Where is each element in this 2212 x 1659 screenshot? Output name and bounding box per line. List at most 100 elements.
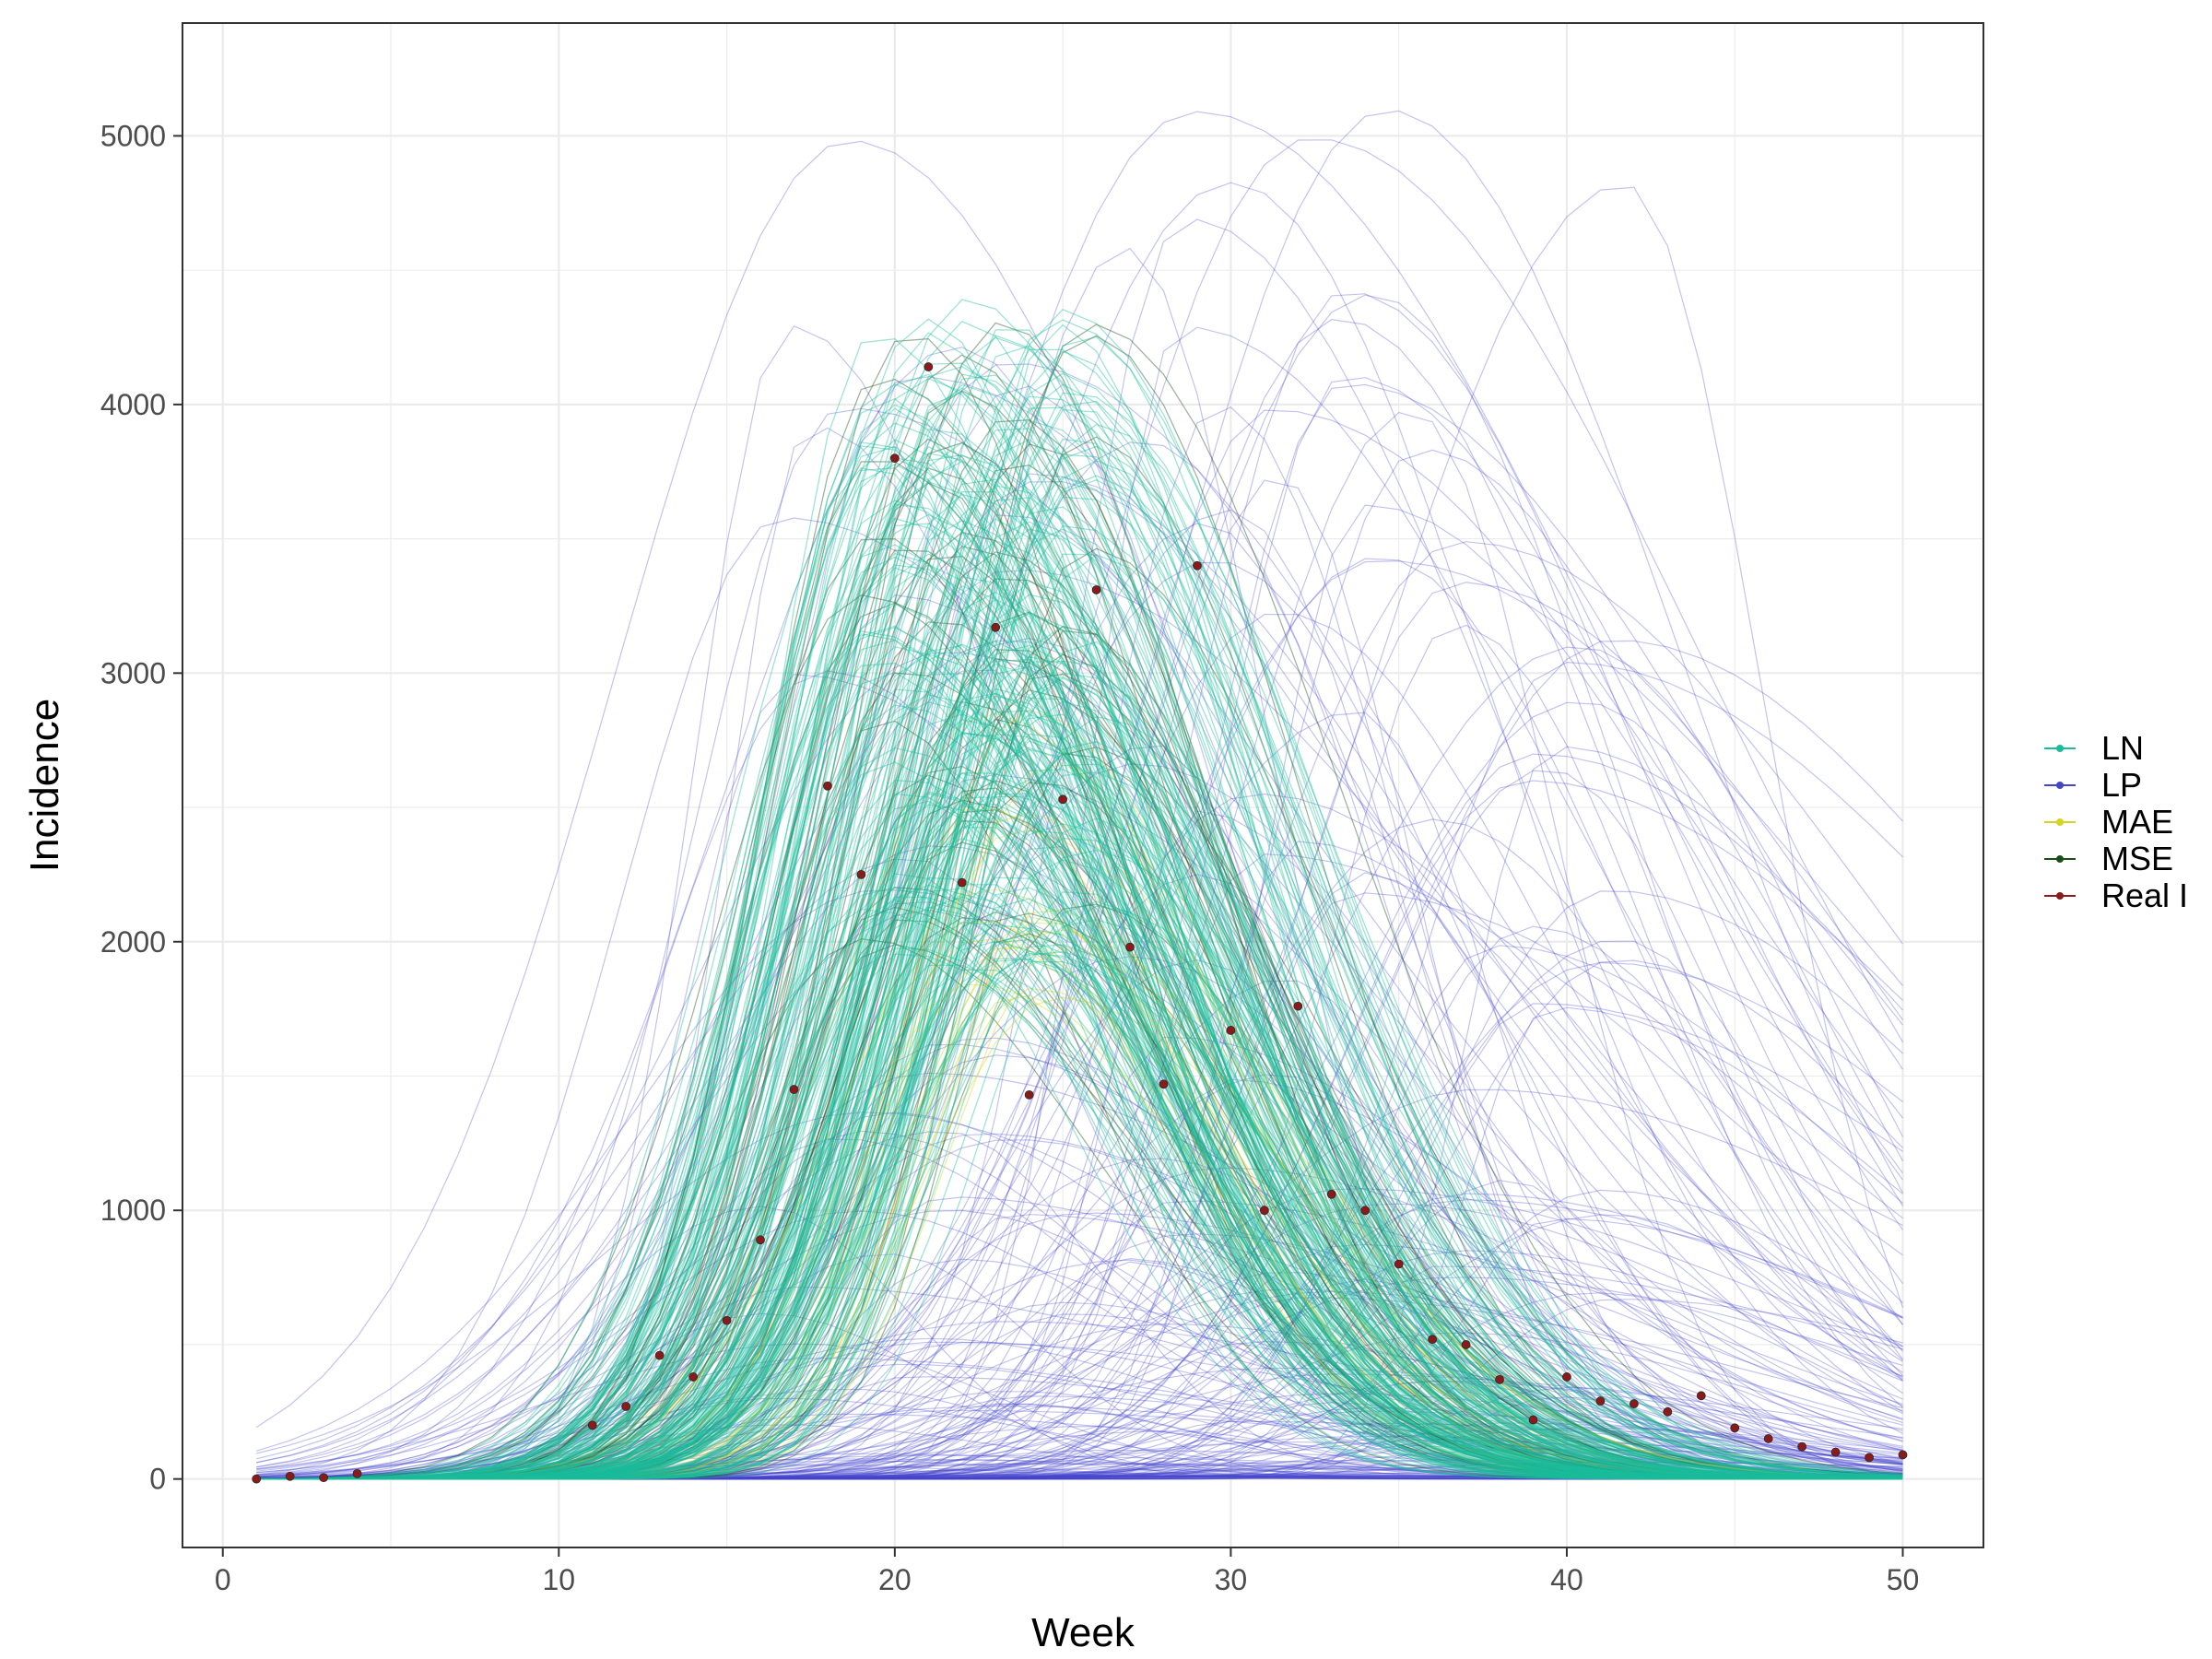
series-line-lp [256,1312,1903,1480]
series-line-lp [256,1460,1903,1480]
series-line-ln [256,677,1903,1480]
series-line-mse [256,938,1903,1480]
series-line-mse [256,906,1903,1480]
series-line-lp [256,523,1903,1480]
series-line-ln [256,761,1903,1480]
data-point-real [1629,1399,1639,1408]
series-line-ln [256,404,1903,1480]
series-line-ln [256,793,1903,1480]
series-line-lp [256,582,1903,1480]
series-line-lp [256,1476,1903,1480]
series-line-lp [256,1233,1903,1480]
series-line-ln [256,676,1903,1480]
x-tick-label: 30 [1215,1563,1248,1596]
series-line-lp [256,940,1903,1480]
series-line-mse [256,809,1903,1480]
series-line-ln [256,964,1903,1480]
series-line-ln [256,733,1903,1480]
series-line-ln [256,419,1903,1480]
series-line-lp [256,1250,1903,1480]
series-line-ln [256,884,1903,1480]
series-line-ln [256,779,1903,1480]
series-line-mse [256,441,1903,1480]
data-point-real [1428,1335,1438,1345]
series-line-lp [256,1072,1903,1477]
series-line-ln [256,950,1903,1480]
series-line-lp [256,646,1904,1480]
y-tick-label: 4000 [100,388,166,421]
series-line-lp [256,1297,1903,1480]
series-line-ln [256,818,1903,1480]
series-line-ln [256,644,1903,1480]
series-line-ln [256,525,1903,1480]
series-line-mse [256,337,1903,1480]
series-line-ln [256,521,1903,1480]
series-line-ln [256,422,1903,1480]
data-point-real [1663,1406,1673,1417]
series-line-ln [256,335,1903,1480]
series-line-lp [256,1158,1903,1480]
series-line-lp [256,1206,1903,1480]
series-line-lp [256,363,1903,1478]
series-line-ln [256,633,1903,1480]
data-point-real [1394,1259,1404,1269]
series-line-ln [256,718,1903,1480]
series-line-mse [256,602,1903,1480]
series-line-ln [256,556,1903,1480]
data-point-real [1763,1434,1773,1443]
series-line-lp [256,780,1903,1480]
series-line-ln [256,453,1903,1480]
series-line-ln [256,688,1903,1480]
series-line-ln [256,407,1903,1480]
series-line-mse [256,887,1903,1480]
series-line-lp [256,640,1903,1470]
series-line-mse [256,578,1903,1480]
series-line-mse [256,672,1903,1480]
x-tick-label: 20 [878,1563,912,1596]
series-line-lp [256,889,1903,1452]
series-line-ln [256,644,1903,1480]
data-point-real [252,1474,262,1484]
series-line-mse [256,419,1903,1480]
series-line-ln [256,772,1903,1480]
series-line-lp [256,1440,1903,1480]
series-line-ln [256,554,1903,1480]
series-line-lp [256,1193,1903,1480]
series-line-mse [256,322,1903,1480]
data-point-real [957,877,967,888]
series-line-ln [256,441,1903,1480]
data-point-real [1159,1079,1169,1089]
series-line-ln [256,888,1903,1480]
series-line-ln [256,779,1903,1480]
series-line-ln [256,490,1903,1480]
series-line-ln [256,952,1903,1480]
series-line-ln [256,372,1903,1480]
series-line-lp [256,661,1903,1480]
series-line-lp [256,1386,1903,1480]
series-line-ln [256,567,1903,1480]
series-line-lp [256,1258,1903,1480]
legend-item-lp: LP [2044,766,2142,804]
series-line-lp [256,481,1903,1477]
series-line-ln [256,737,1903,1480]
series-line-ln [256,653,1903,1480]
series-line-ln [256,737,1903,1480]
series-line-ln [256,673,1903,1480]
series-line-lp [256,1469,1903,1480]
series-line-mae [256,888,1903,1480]
series-line-lp [256,406,1903,1480]
series-line-ln [256,877,1903,1480]
data-point-real [1595,1396,1606,1406]
axes: 0 10 20 30 40 50 0 1000 2000 3000 4000 5000 [100,119,1919,1596]
series-line-ln [256,374,1903,1480]
series-line-ln [256,324,1903,1480]
series-line-ln [256,528,1903,1480]
series-line-mse [256,629,1903,1480]
series-line-ln [256,594,1903,1480]
series-line-lp [256,1424,1903,1480]
series-line-lp [256,773,1903,1480]
data-point-real [1024,1090,1034,1100]
series-line-lp [256,1342,1903,1480]
y-tick-label: 3000 [100,656,166,689]
series-line-lp [256,110,1904,1480]
